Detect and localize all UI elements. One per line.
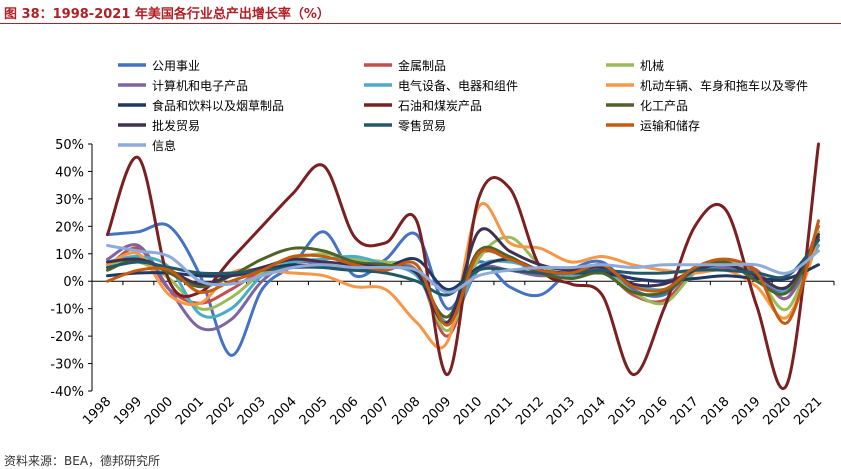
legend-label: 金属制品 xyxy=(398,58,446,73)
y-tick-label: -30% xyxy=(50,358,84,373)
legend-label: 食品和饮料以及烟草制品 xyxy=(152,98,284,113)
y-tick-label: 0% xyxy=(63,275,84,290)
x-tick-label: 2009 xyxy=(420,394,454,428)
y-tick-label: -20% xyxy=(50,330,84,345)
x-tick-label: 2010 xyxy=(451,394,485,428)
legend-label: 零售贸易 xyxy=(398,118,446,133)
x-tick-label: 2017 xyxy=(668,394,702,428)
x-tick-label: 2019 xyxy=(730,394,764,428)
x-tick-label: 2020 xyxy=(760,394,794,428)
legend-label: 石油和煤炭产品 xyxy=(398,99,482,113)
y-tick-label: 10% xyxy=(55,248,84,263)
y-tick-label: 20% xyxy=(55,220,84,235)
y-tick-label: 30% xyxy=(55,193,84,208)
legend-label: 机动车辆、车身和拖车以及零件 xyxy=(640,78,808,93)
series-line-12 xyxy=(106,244,820,294)
series-line-10 xyxy=(106,238,820,297)
x-tick-label: 2016 xyxy=(637,394,671,428)
x-tick-label: 2014 xyxy=(575,394,609,428)
x-tick-label: 2005 xyxy=(297,394,331,428)
x-tick-label: 2004 xyxy=(266,394,300,428)
legend-label: 公用事业 xyxy=(152,59,200,73)
x-tick-label: 1999 xyxy=(111,394,145,428)
x-tick-label: 2000 xyxy=(142,394,176,428)
series-lines xyxy=(106,142,820,390)
y-tick-label: 40% xyxy=(55,165,84,180)
figure-title: 图 38：1998-2021 年美国各行业总产出增长率（%） xyxy=(4,7,330,22)
x-tick-label: 2013 xyxy=(544,394,578,428)
x-tick-label: 2018 xyxy=(699,394,733,428)
x-tick-label: 2006 xyxy=(328,394,362,428)
title-rule xyxy=(0,23,841,24)
legend-label: 运输和储存 xyxy=(640,118,700,133)
x-tick-label: 2007 xyxy=(359,394,393,428)
x-tick-label: 2011 xyxy=(482,394,516,428)
legend-label: 信息 xyxy=(152,138,176,153)
x-tick-label: 2015 xyxy=(606,394,640,428)
x-tick-label: 2001 xyxy=(173,394,207,428)
legend-label: 批发贸易 xyxy=(152,118,200,133)
y-axis: 50% 40% 30% 20% 10% 0% -10% -20% -30% -40% xyxy=(50,138,93,400)
y-tick-label: 50% xyxy=(55,138,84,153)
legend-label: 电气设备、电器和组件 xyxy=(398,78,518,93)
source-note: 资料来源：BEA，德邦研究所 xyxy=(4,454,161,468)
x-tick-label: 1998 xyxy=(80,394,114,428)
y-tick-label: -10% xyxy=(50,303,84,318)
series-line-7 xyxy=(106,142,820,390)
x-tick-label: 2002 xyxy=(204,394,238,428)
legend-label: 化工产品 xyxy=(640,99,688,113)
x-tick-label: 2012 xyxy=(513,394,547,428)
legend-label: 机械 xyxy=(640,58,664,73)
series-line-11 xyxy=(106,219,820,327)
y-tick-label: -40% xyxy=(50,385,84,400)
x-tick-label: 2003 xyxy=(235,394,269,428)
x-tick-label: 2021 xyxy=(791,394,825,428)
legend-label: 计算机和电子产品 xyxy=(152,78,248,93)
x-tick-label: 2008 xyxy=(389,394,423,428)
